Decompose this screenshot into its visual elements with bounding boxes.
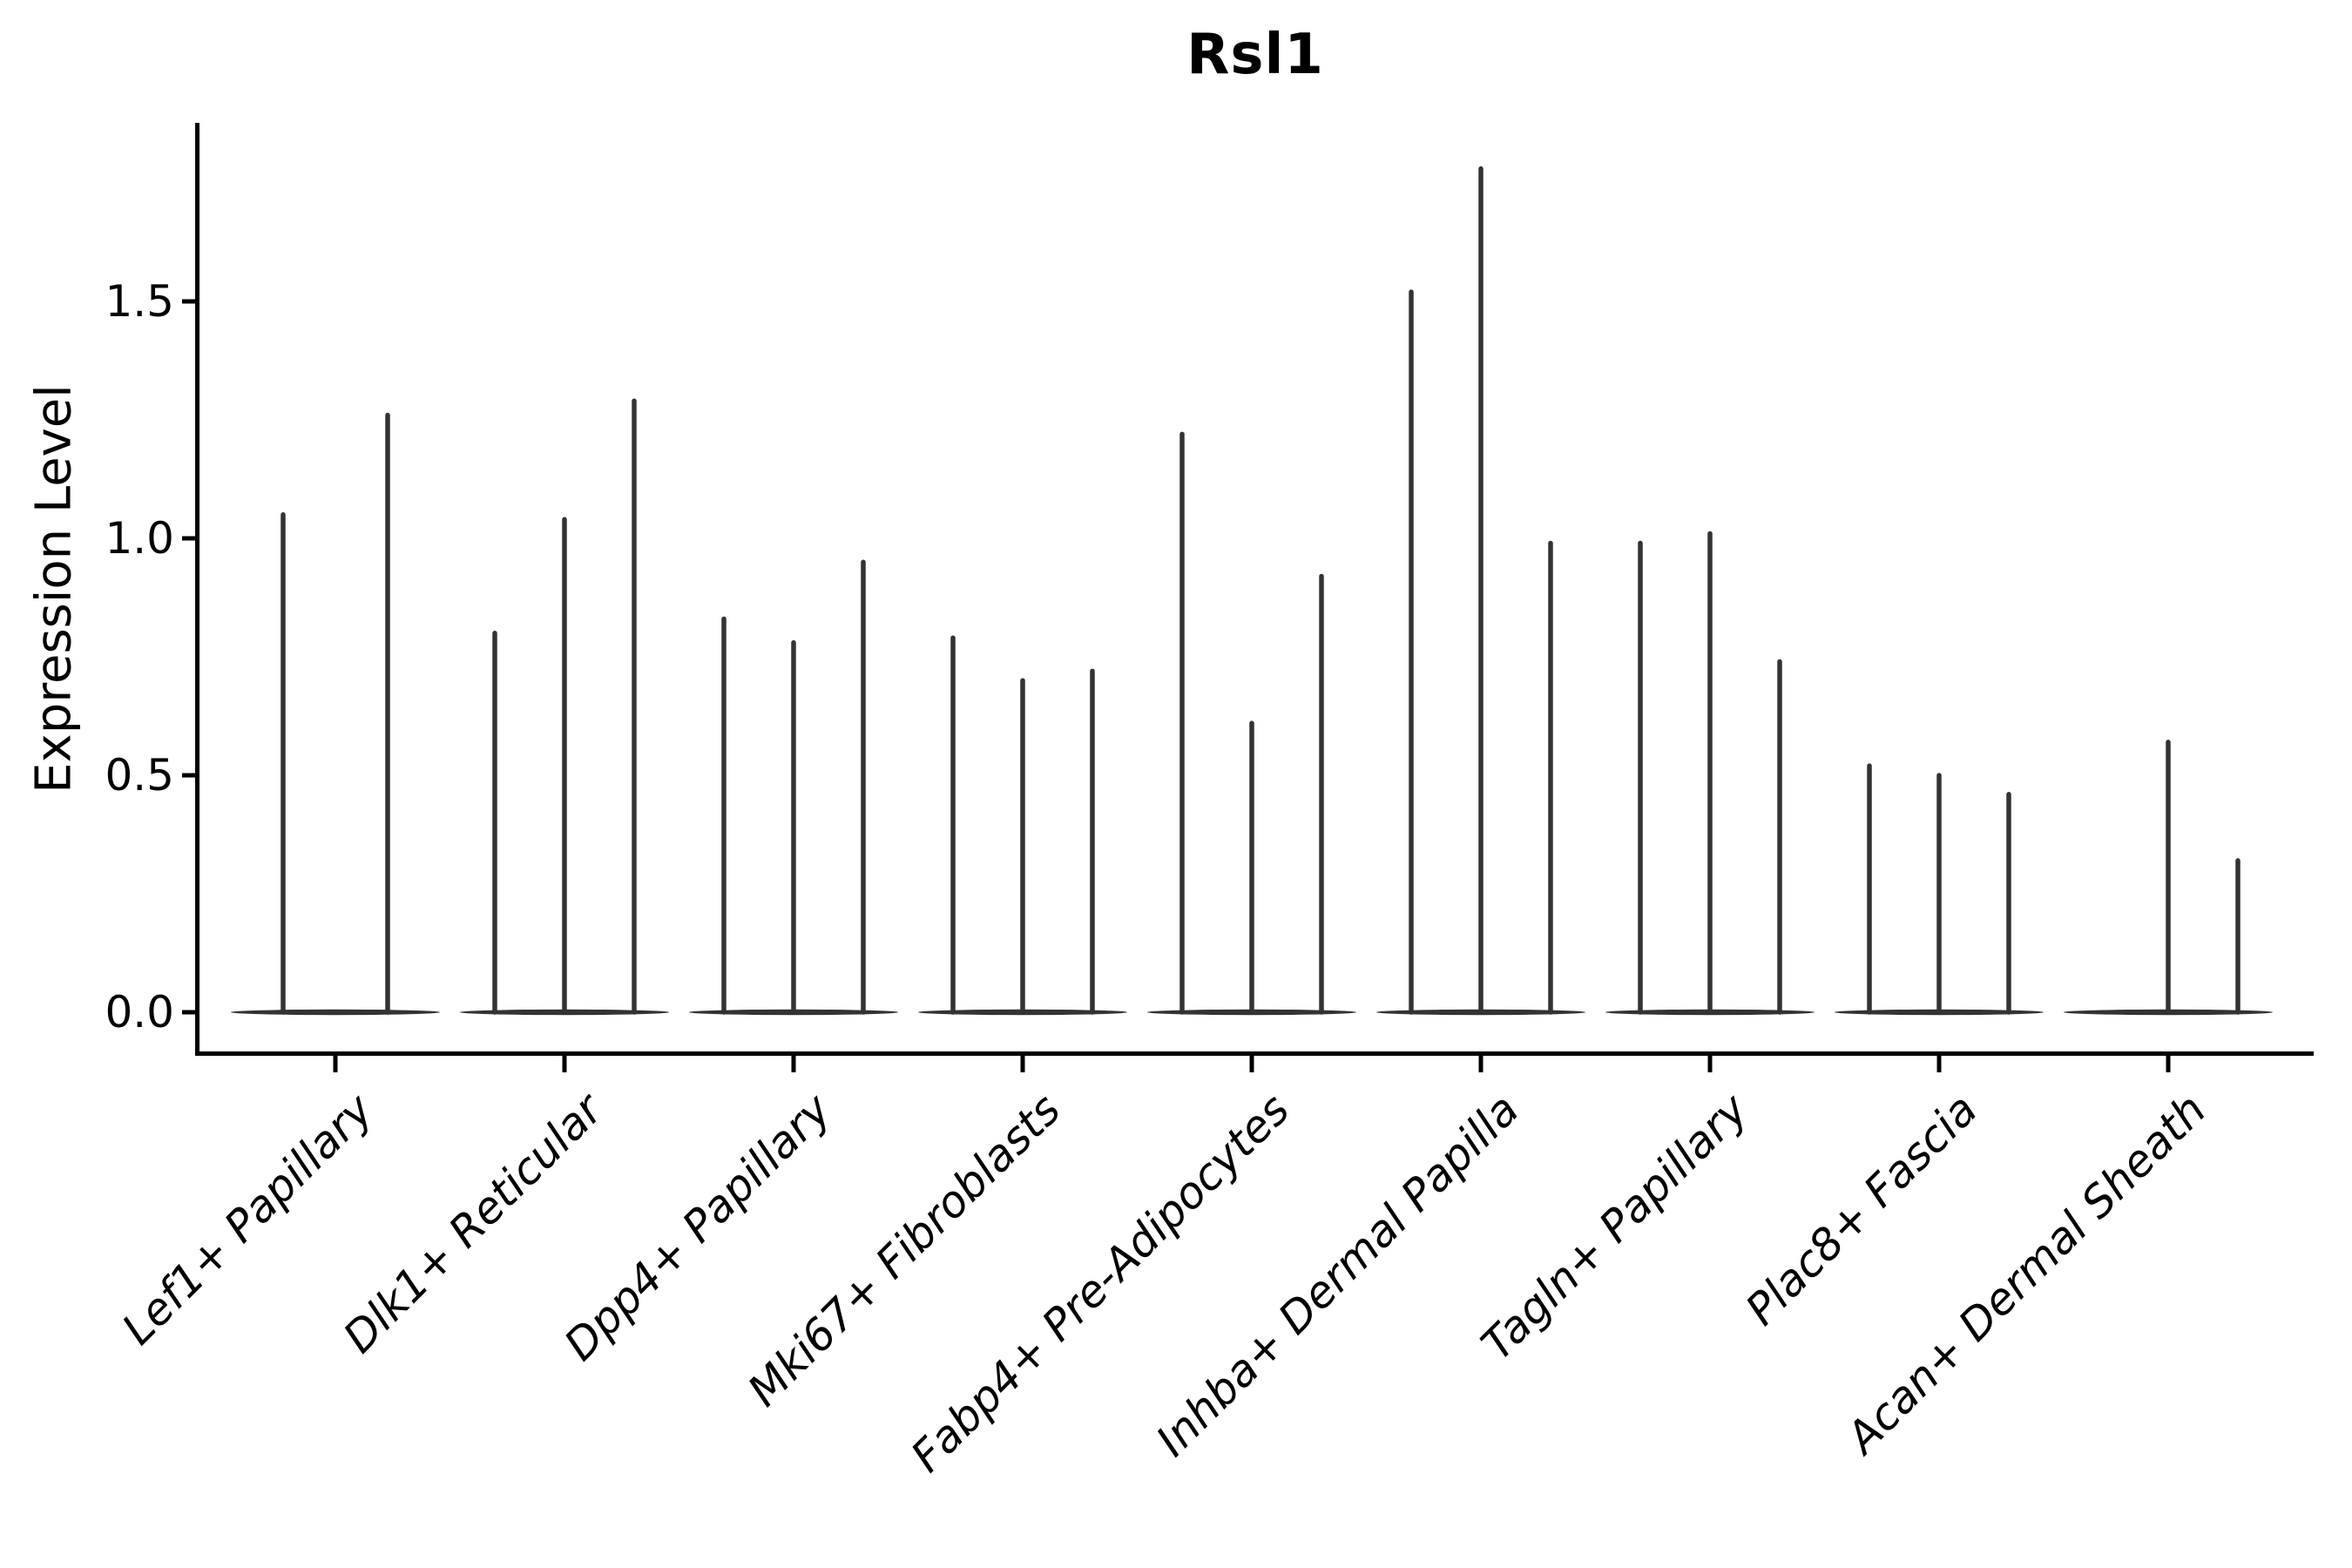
- y-axis-label: Expression Level: [25, 384, 83, 794]
- y-tick-label: 1.0: [105, 513, 174, 564]
- y-tick-label: 0.5: [105, 750, 174, 801]
- y-tick-label: 0.0: [105, 987, 174, 1037]
- violin-base: [231, 1009, 440, 1016]
- chart-title: Rsl1: [1186, 23, 1324, 87]
- y-tick-label: 1.5: [105, 276, 174, 327]
